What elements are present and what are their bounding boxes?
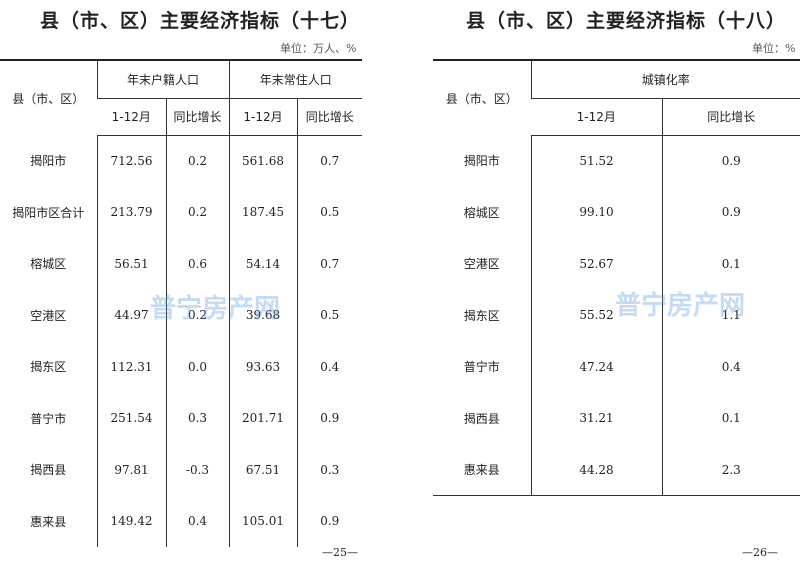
value-cell: 31.21 <box>530 392 662 444</box>
right-title: 县（市、区）主要经济指标（十八） <box>466 10 787 32</box>
value-cell: 0.4 <box>296 341 362 393</box>
region-cell: 普宁市 <box>30 411 67 426</box>
value-cell: 0.5 <box>296 289 362 341</box>
value-cell: 0.3 <box>296 444 362 496</box>
col-registered-pop: 年末户籍人口 <box>96 59 229 99</box>
value-cell: 51.52 <box>530 135 662 187</box>
region-cell: 揭阳市 <box>30 154 67 169</box>
value-cell: 0.9 <box>661 135 800 187</box>
value-cell: 44.28 <box>530 444 662 496</box>
value-cell: 56.51 <box>96 238 166 290</box>
value-cell: 712.56 <box>96 135 166 187</box>
table-row: 揭西县 97.81 -0.3 67.51 0.3 <box>0 444 362 496</box>
value-cell: 0.9 <box>296 392 362 444</box>
region-cell: 空港区 <box>463 257 500 272</box>
region-cell: 榕城区 <box>30 257 67 272</box>
value-cell: -0.3 <box>165 444 229 496</box>
value-cell: 0.9 <box>661 186 800 238</box>
value-cell: 149.42 <box>96 495 166 547</box>
table-row: 揭阳市 51.52 0.9 <box>433 135 800 187</box>
value-cell: 187.45 <box>228 186 297 238</box>
table-row: 空港区 52.67 0.1 <box>433 238 800 290</box>
col-sub: 1-12月 <box>531 98 662 136</box>
col-region: 县（市、区） <box>433 59 531 135</box>
value-cell: 52.67 <box>530 238 662 290</box>
region-cell: 榕城区 <box>463 205 500 220</box>
table-row: 惠来县 149.42 0.4 105.01 0.9 <box>0 495 362 547</box>
table-row: 揭阳市 712.56 0.2 561.68 0.7 <box>0 135 362 187</box>
value-cell: 0.2 <box>165 186 229 238</box>
value-cell: 0.1 <box>661 392 800 444</box>
col-region: 县（市、区） <box>0 59 97 135</box>
value-cell: 0.9 <box>296 495 362 547</box>
page-number: —25— <box>322 546 358 559</box>
table-row: 揭东区 55.52 1.1 <box>433 289 800 341</box>
value-cell: 55.52 <box>530 289 662 341</box>
value-cell: 112.31 <box>96 341 166 393</box>
col-sub: 同比增长 <box>296 98 362 136</box>
region-cell: 惠来县 <box>30 514 67 529</box>
col-sub: 1-12月 <box>97 98 166 136</box>
value-cell: 97.81 <box>96 444 166 496</box>
col-sub: 同比增长 <box>661 98 800 136</box>
region-cell: 揭东区 <box>30 360 67 375</box>
value-cell: 213.79 <box>96 186 166 238</box>
table-row: 揭东区 112.31 0.0 93.63 0.4 <box>0 341 362 393</box>
value-cell: 1.1 <box>661 289 800 341</box>
value-cell: 201.71 <box>228 392 297 444</box>
value-cell: 99.10 <box>530 186 662 238</box>
table-row: 普宁市 47.24 0.4 <box>433 341 800 393</box>
value-cell: 0.4 <box>165 495 229 547</box>
table-row: 揭阳市区合计 213.79 0.2 187.45 0.5 <box>0 186 362 238</box>
value-cell: 93.63 <box>228 341 297 393</box>
value-cell: 39.68 <box>228 289 297 341</box>
left-title: 县（市、区）主要经济指标（十七） <box>40 10 361 32</box>
value-cell: 105.01 <box>228 495 297 547</box>
col-urbanization: 城镇化率 <box>530 59 800 99</box>
value-cell: 0.3 <box>165 392 229 444</box>
value-cell: 0.1 <box>661 238 800 290</box>
value-cell: 0.7 <box>296 238 362 290</box>
col-sub: 1-12月 <box>228 98 297 136</box>
value-cell: 251.54 <box>96 392 166 444</box>
watermark: 普宁房产网 <box>150 294 281 324</box>
col-sub: 同比增长 <box>165 98 229 136</box>
watermark: 普宁房产网 <box>615 291 746 321</box>
region-cell: 揭东区 <box>463 308 500 323</box>
value-cell: 0.6 <box>165 238 229 290</box>
value-cell: 0.2 <box>165 289 229 341</box>
region-cell: 揭西县 <box>30 463 67 478</box>
value-cell: 561.68 <box>228 135 297 187</box>
left-unit: 单位：万人、% <box>280 42 357 55</box>
value-cell: 67.51 <box>228 444 297 496</box>
value-cell: 0.0 <box>165 341 229 393</box>
value-cell: 2.3 <box>661 444 800 496</box>
value-cell: 0.5 <box>296 186 362 238</box>
region-cell: 空港区 <box>30 308 67 323</box>
col-resident-pop: 年末常住人口 <box>228 59 362 99</box>
value-cell: 44.97 <box>96 289 166 341</box>
table-row: 榕城区 56.51 0.6 54.14 0.7 <box>0 238 362 290</box>
right-unit: 单位：% <box>752 42 796 55</box>
value-cell: 0.7 <box>296 135 362 187</box>
value-cell: 47.24 <box>530 341 662 393</box>
value-cell: 0.2 <box>165 135 229 187</box>
region-cell: 惠来县 <box>463 463 500 477</box>
region-cell: 普宁市 <box>463 360 500 375</box>
table-row: 榕城区 99.10 0.9 <box>433 186 800 238</box>
region-cell: 揭阳市 <box>463 154 500 169</box>
value-cell: 0.4 <box>661 341 800 393</box>
page-number: —26— <box>742 546 778 559</box>
table-row: 揭西县 31.21 0.1 <box>433 392 800 444</box>
region-cell: 揭西县 <box>463 411 500 426</box>
region-cell: 揭阳市区合计 <box>12 205 85 220</box>
left-table: 县（市、区） 年末户籍人口 年末常住人口 1-12月 同比增长 1-12月 同比增长 揭阳… <box>0 59 362 547</box>
table-row: 空港区 44.97 0.2 39.68 0.5 <box>0 289 362 341</box>
right-table: 县（市、区） 城镇化率 1-12月 同比增长 揭阳市 51.52 0.9 榕城区 99.10… <box>433 59 800 496</box>
table-row: 普宁市 251.54 0.3 201.71 0.9 <box>0 392 362 444</box>
table-row: 惠来县 44.28 2.3 <box>433 444 800 496</box>
value-cell: 54.14 <box>228 238 297 290</box>
